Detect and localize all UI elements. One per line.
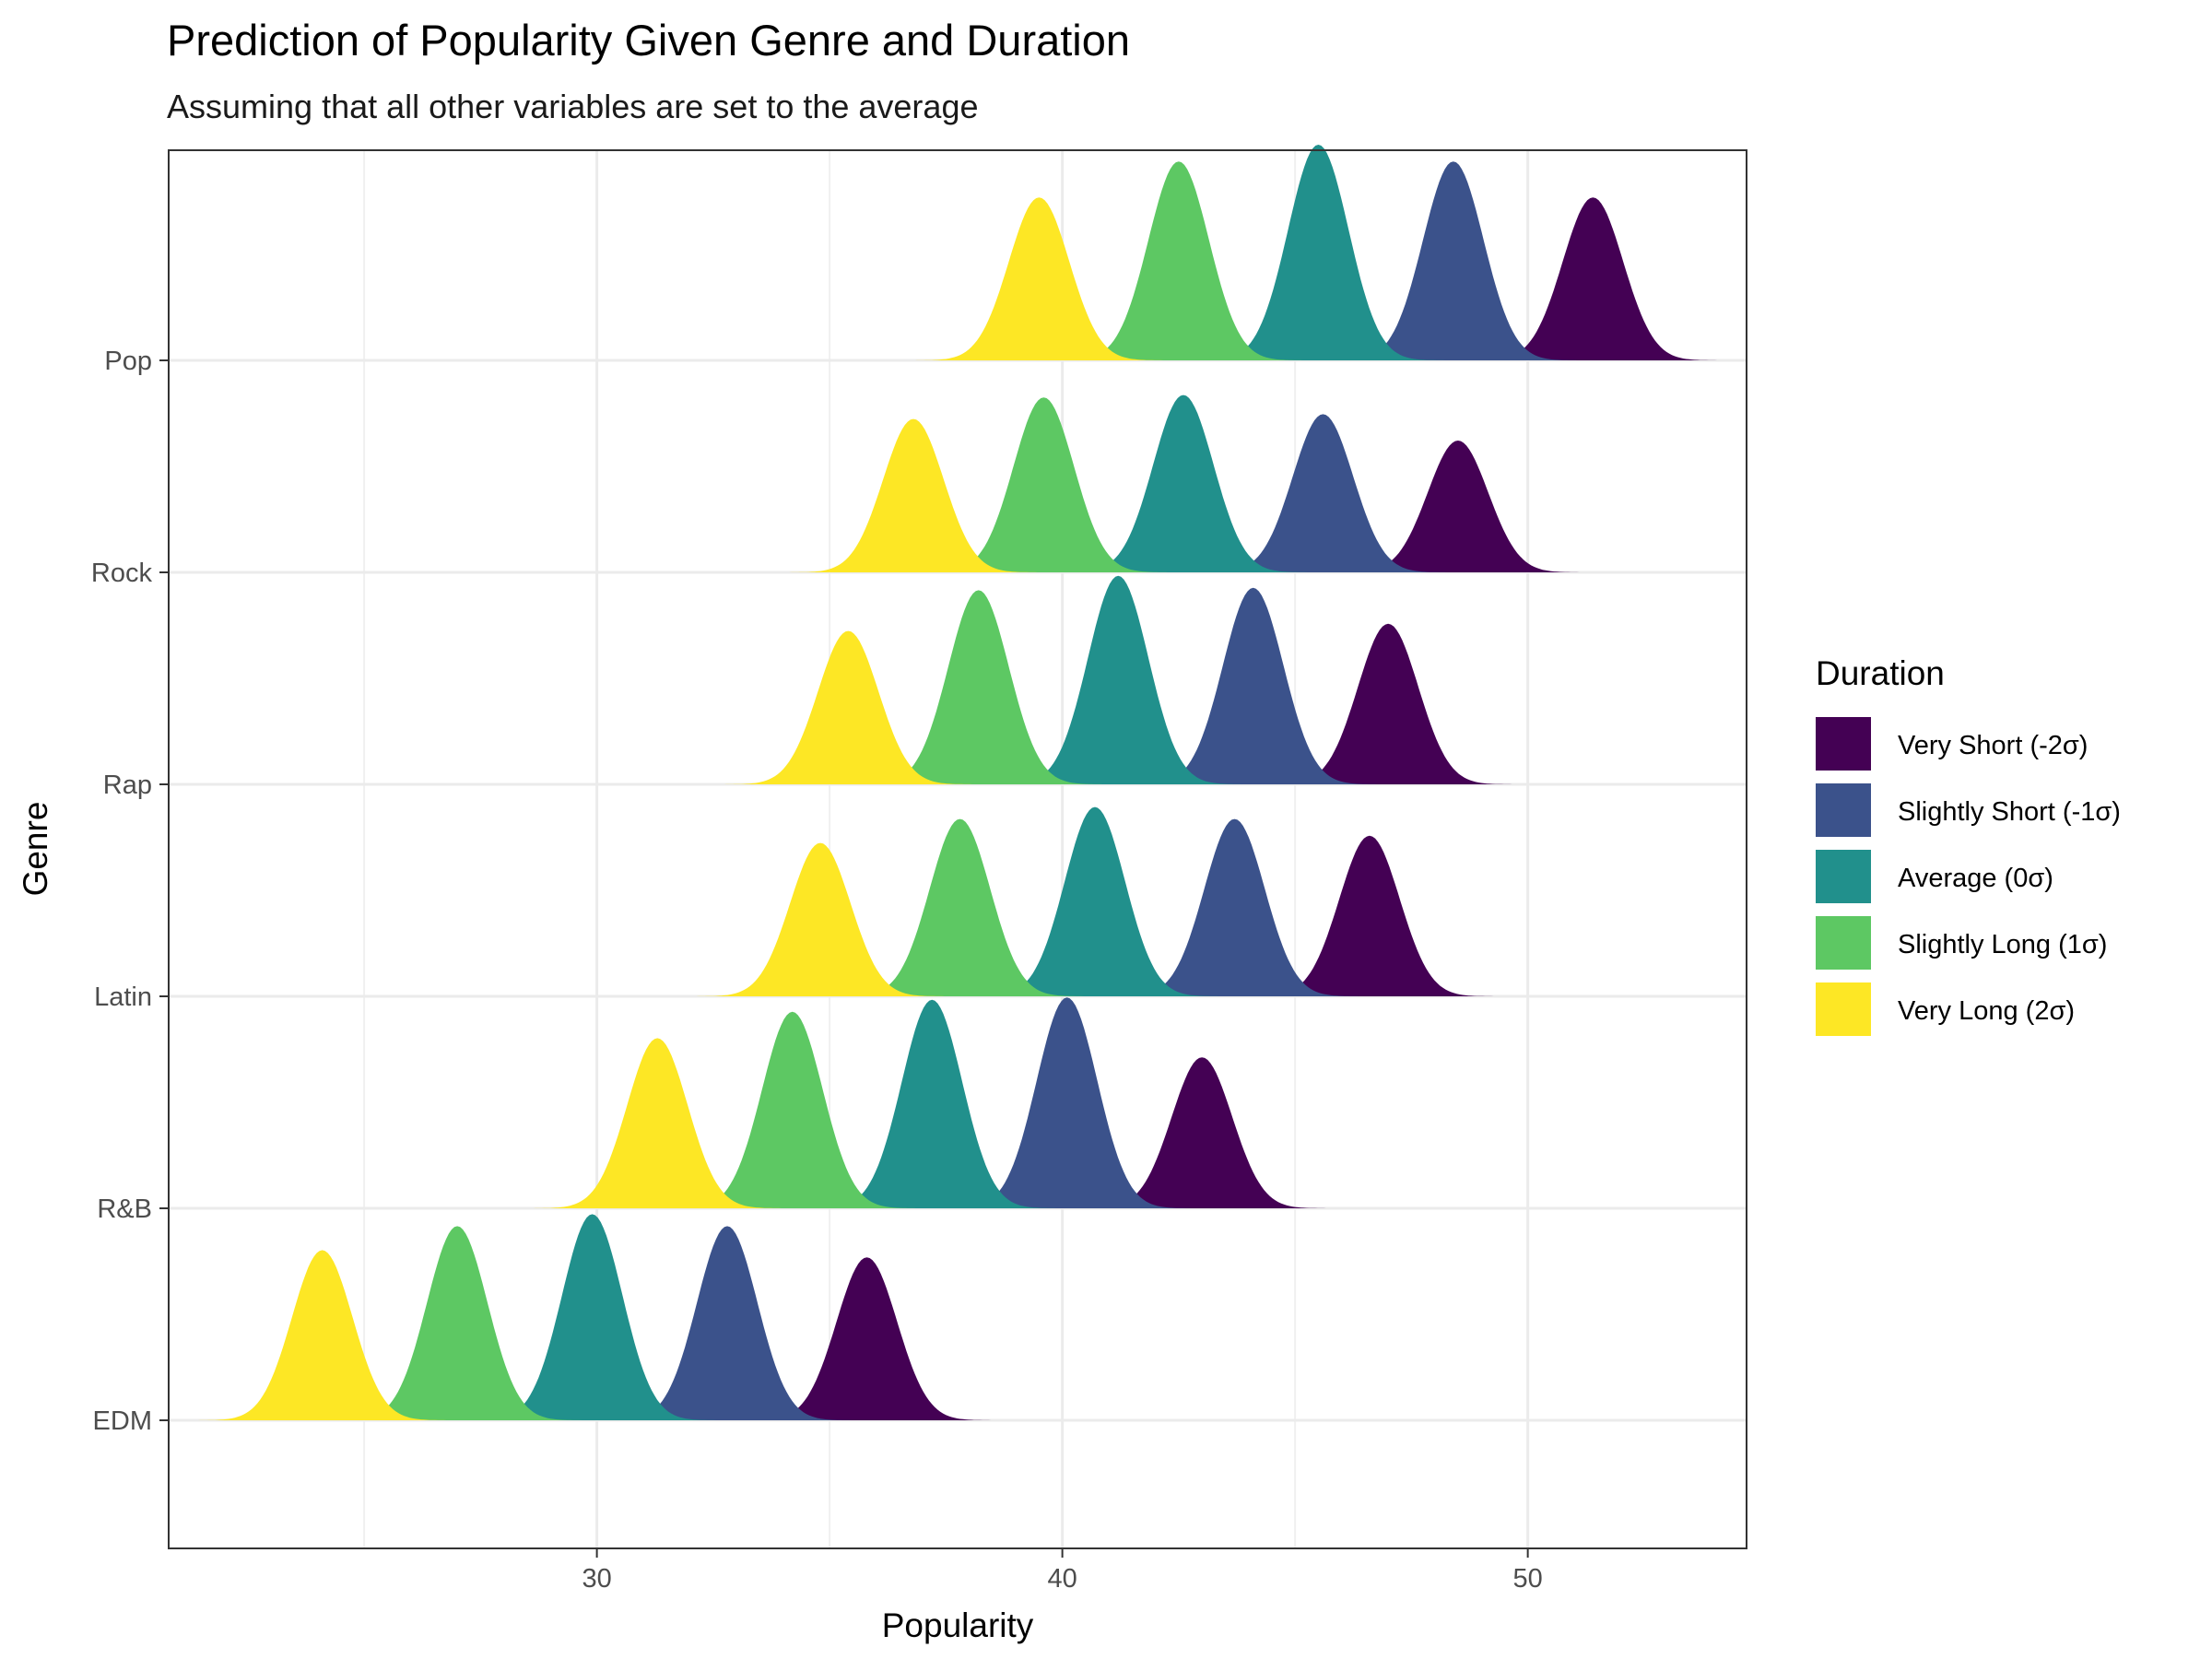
legend-key xyxy=(1816,850,1871,903)
density-latin-average- xyxy=(968,806,1222,996)
density-ridges xyxy=(194,145,1721,1420)
density-pop-slightly-long xyxy=(1052,161,1306,360)
density-latin-slightly-short xyxy=(1107,818,1362,996)
density-edm-average- xyxy=(465,1214,720,1420)
density-pop-average- xyxy=(1191,145,1446,360)
density-pop-very-long xyxy=(912,197,1167,360)
density-rb-slightly-short xyxy=(939,997,1194,1208)
chart-title: Prediction of Popularity Given Genre and… xyxy=(167,16,1130,65)
density-pop-slightly-short xyxy=(1326,161,1581,360)
y-tick-label: Rap xyxy=(103,771,152,800)
legend-label: Slightly Long (1σ) xyxy=(1898,930,2107,959)
density-rap-average- xyxy=(991,575,1246,784)
density-latin-very-short xyxy=(1242,835,1497,996)
density-edm-very-short xyxy=(739,1257,994,1420)
legend-key xyxy=(1816,783,1871,837)
y-axis-title: Genre xyxy=(17,802,54,897)
y-tick-label: EDM xyxy=(93,1406,152,1436)
legend-key xyxy=(1816,916,1871,970)
chart-subtitle: Assuming that all other variables are se… xyxy=(167,88,979,125)
axes: EDM R&B Latin Rap Rock Pop 30 40 50 xyxy=(91,347,1543,1594)
legend: Duration Very Short (-2σ) Slightly Short … xyxy=(1816,654,2121,1036)
legend-key xyxy=(1816,717,1871,771)
legend-key xyxy=(1816,982,1871,1036)
y-tick-label: Latin xyxy=(94,982,152,1012)
density-rock-slightly-short xyxy=(1195,414,1451,572)
density-rap-slightly-long xyxy=(851,590,1106,784)
density-rb-very-long xyxy=(530,1038,785,1208)
plot-border xyxy=(168,149,1747,1549)
y-tick-label: Pop xyxy=(104,347,152,376)
density-rap-slightly-short xyxy=(1125,587,1381,784)
density-rock-very-long xyxy=(786,418,1041,572)
density-latin-slightly-long xyxy=(832,818,1088,996)
density-rock-very-short xyxy=(1331,441,1585,572)
density-rb-average- xyxy=(805,999,1060,1208)
x-axis-title: Popularity xyxy=(882,1606,1034,1644)
legend-label: Very Short (-2σ) xyxy=(1898,731,2088,760)
x-tick-label: 30 xyxy=(582,1564,611,1594)
legend-label: Average (0σ) xyxy=(1898,864,2053,893)
density-rock-slightly-long xyxy=(916,397,1171,572)
density-pop-very-short xyxy=(1465,197,1721,360)
density-edm-slightly-long xyxy=(330,1226,584,1420)
density-rap-very-long xyxy=(721,630,976,784)
density-rap-very-short xyxy=(1261,623,1515,784)
x-tick-label: 50 xyxy=(1513,1564,1543,1594)
density-edm-very-long xyxy=(194,1250,450,1420)
density-rb-slightly-long xyxy=(665,1011,920,1208)
y-tick-label: R&B xyxy=(97,1194,152,1224)
legend-title: Duration xyxy=(1816,654,1945,692)
x-tick-label: 40 xyxy=(1047,1564,1077,1594)
density-rock-average- xyxy=(1056,394,1311,572)
legend-label: Very Long (2σ) xyxy=(1898,996,2075,1026)
density-rb-very-short xyxy=(1075,1057,1329,1208)
legend-label: Slightly Short (-1σ) xyxy=(1898,797,2121,827)
y-tick-label: Rock xyxy=(91,559,153,588)
density-edm-slightly-short xyxy=(600,1226,854,1420)
density-latin-very-long xyxy=(693,842,947,996)
